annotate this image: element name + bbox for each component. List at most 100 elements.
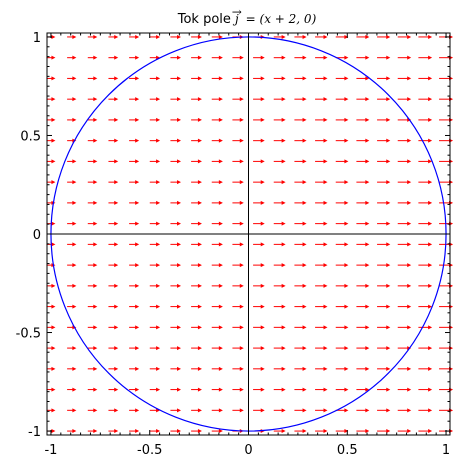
arrow-head: [93, 138, 98, 143]
arrow-head: [197, 283, 202, 288]
field-arrow: [46, 180, 56, 185]
axes: [47, 33, 450, 435]
field-arrow: [67, 200, 77, 205]
arrow-head: [428, 263, 433, 268]
field-arrow: [418, 117, 433, 122]
arrow-head: [281, 117, 286, 122]
field-arrow: [170, 366, 182, 371]
field-arrow: [273, 263, 286, 268]
field-arrow: [418, 429, 433, 434]
arrow-head: [218, 180, 223, 185]
field-arrow: [232, 387, 244, 392]
field-arrow: [149, 221, 161, 226]
field-arrow: [439, 304, 454, 309]
arrow-head: [93, 76, 98, 81]
field-arrow: [87, 408, 98, 413]
arrow-head: [72, 159, 77, 164]
field-arrow: [87, 346, 98, 351]
field-arrow: [170, 221, 182, 226]
field-arrow: [397, 97, 412, 102]
arrow-head: [114, 97, 119, 102]
arrow-head: [218, 200, 223, 205]
arrow-head: [218, 263, 223, 268]
field-arrow: [397, 387, 412, 392]
arrow-head: [260, 55, 265, 60]
field-arrow: [191, 159, 202, 164]
field-arrow: [273, 242, 286, 247]
arrow-head: [72, 366, 77, 371]
arrow-head: [428, 97, 433, 102]
arrow-head: [323, 200, 328, 205]
field-arrow: [273, 97, 286, 102]
arrow-head: [281, 346, 286, 351]
field-arrow: [315, 138, 328, 143]
field-arrow: [439, 263, 454, 268]
field-arrow: [315, 408, 328, 413]
field-arrow: [211, 325, 223, 330]
field-arrow: [335, 159, 349, 164]
arrow-head: [218, 138, 223, 143]
arrow-head: [114, 159, 119, 164]
arrow-head: [51, 34, 56, 39]
arrow-head: [114, 138, 119, 143]
field-arrow: [315, 429, 328, 434]
arrow-head: [260, 283, 265, 288]
arrow-head: [177, 138, 182, 143]
arrow-head: [135, 283, 140, 288]
arrow-head: [302, 34, 307, 39]
arrow-head: [218, 429, 223, 434]
field-arrow: [232, 180, 244, 185]
field-arrow: [67, 346, 77, 351]
field-arrow: [253, 76, 265, 81]
arrow-head: [72, 34, 77, 39]
arrow-head: [281, 408, 286, 413]
arrow-head: [218, 221, 223, 226]
arrow-head: [428, 34, 433, 39]
arrow-head: [407, 408, 412, 413]
field-arrow: [418, 180, 433, 185]
field-arrow: [232, 325, 244, 330]
arrow-head: [407, 387, 412, 392]
field-arrow: [67, 117, 77, 122]
field-arrow: [377, 325, 391, 330]
arrow-head: [323, 346, 328, 351]
field-arrow: [439, 408, 454, 413]
arrow-head: [51, 242, 56, 247]
arrow-head: [135, 159, 140, 164]
arrow-head: [323, 221, 328, 226]
arrow-head: [386, 200, 391, 205]
field-arrow: [46, 387, 56, 392]
arrow-head: [156, 200, 161, 205]
arrow-head: [156, 263, 161, 268]
field-arrow: [377, 55, 391, 60]
field-arrow: [294, 325, 307, 330]
field-arrow: [253, 97, 265, 102]
field-arrow: [377, 76, 391, 81]
field-arrow: [315, 200, 328, 205]
arrow-head: [239, 180, 244, 185]
field-arrow: [356, 180, 370, 185]
field-arrow: [356, 55, 370, 60]
field-arrow: [232, 97, 244, 102]
arrow-head: [344, 387, 349, 392]
title-symbol: j: [232, 12, 239, 26]
field-arrow: [439, 346, 454, 351]
title-prefix: Tok pole: [177, 12, 235, 27]
field-arrow: [273, 221, 286, 226]
field-arrow: [356, 221, 370, 226]
y-tick-label: -1: [28, 425, 41, 440]
arrow-head: [428, 408, 433, 413]
arrow-head: [302, 429, 307, 434]
field-arrow: [377, 429, 391, 434]
arrow-head: [428, 387, 433, 392]
field-arrow: [170, 55, 182, 60]
arrow-head: [177, 97, 182, 102]
arrow-head: [197, 221, 202, 226]
arrow-head: [302, 283, 307, 288]
field-arrow: [377, 263, 391, 268]
arrow-head: [135, 408, 140, 413]
arrow-head: [365, 97, 370, 102]
arrow-head: [177, 34, 182, 39]
arrow-head: [365, 200, 370, 205]
field-arrow: [191, 221, 202, 226]
